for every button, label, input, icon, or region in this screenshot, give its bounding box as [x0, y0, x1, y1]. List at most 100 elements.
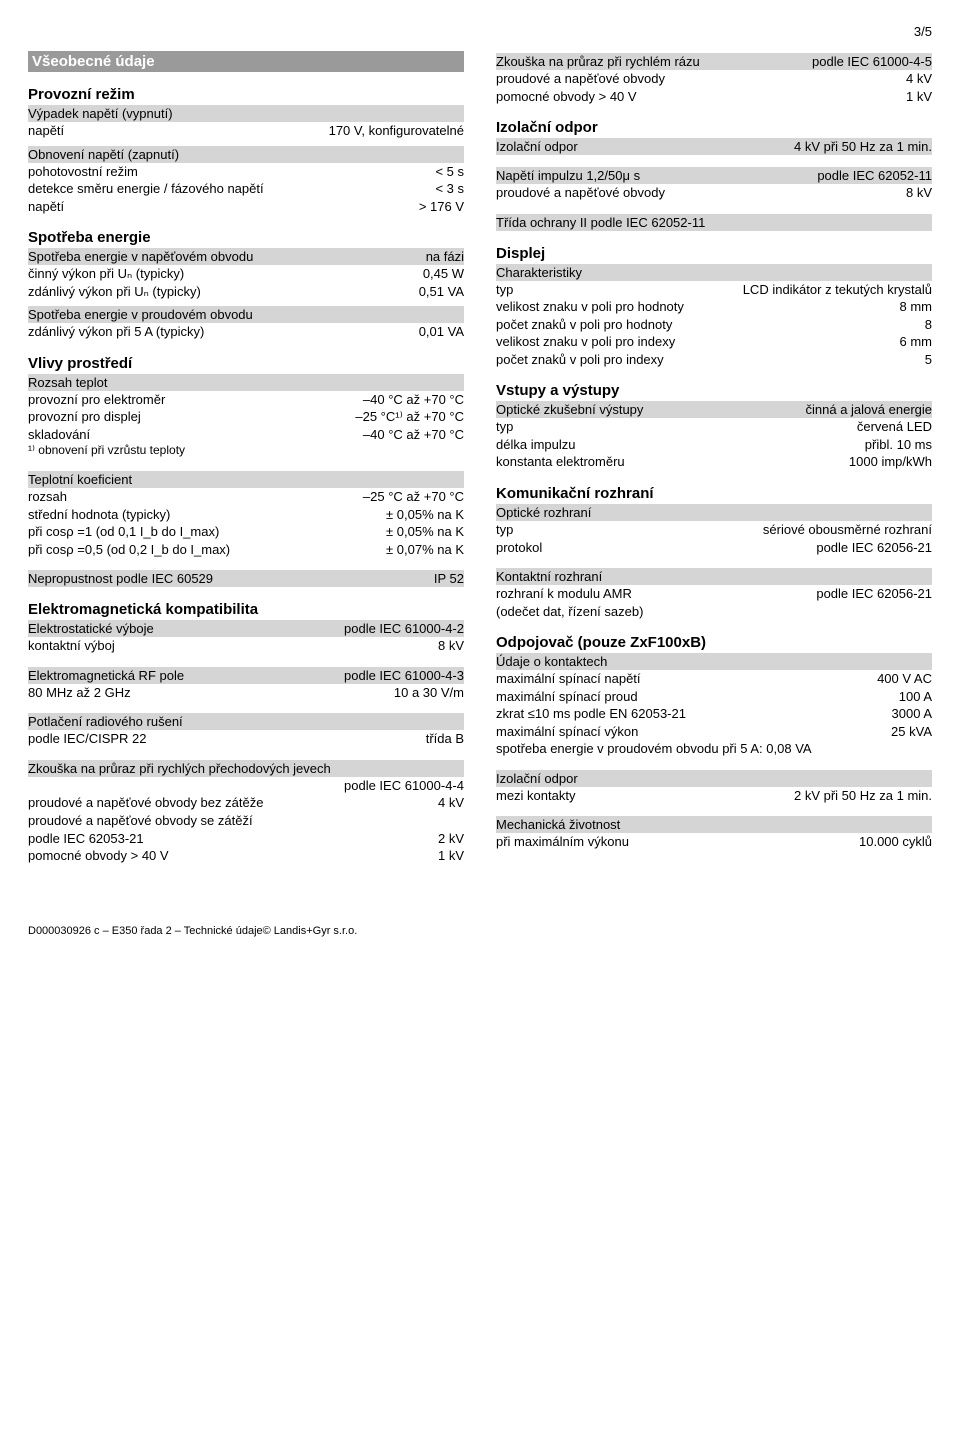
header-r: IP 52	[434, 571, 464, 586]
surge-header: Zkouška na průraz při rychlém rázu podle…	[496, 53, 932, 70]
label: proudové a napěťové obvody se zátěží	[28, 812, 464, 830]
temp-row-0: provozní pro elektroměr–40 °C až +70 °C	[28, 391, 464, 409]
label: provozní pro displej	[28, 408, 355, 426]
value: červená LED	[857, 418, 932, 436]
disc-row-1: maximální spínací proud100 A	[496, 688, 932, 706]
value: 0,51 VA	[419, 283, 464, 301]
coef-header: Teplotní koeficient	[28, 471, 464, 488]
label: maximální spínací výkon	[496, 723, 891, 741]
header-r: 4 kV při 50 Hz za 1 min.	[794, 139, 932, 154]
value: 100 A	[899, 688, 932, 706]
io-title: Vstupy a výstupy	[496, 382, 932, 399]
temp-footnote: ¹⁾ obnovení při vzrůstu teploty	[28, 443, 464, 459]
value: 400 V AC	[877, 670, 932, 688]
restore-row-2: napětí> 176 V	[28, 198, 464, 216]
value: < 5 s	[435, 163, 464, 181]
value: 10 a 30 V/m	[394, 684, 464, 702]
disc-contacts-header: Údaje o kontaktech	[496, 653, 932, 670]
value: podle IEC 62056-21	[816, 585, 932, 603]
burst-header: Zkouška na průraz při rychlých přechodov…	[28, 760, 464, 777]
coef-row-1: střední hodnota (typicky)± 0,05% na K	[28, 506, 464, 524]
ip-header: Nepropustnost podle IEC 60529 IP 52	[28, 570, 464, 587]
label	[28, 777, 344, 795]
label: proudové a napěťové obvody bez zátěže	[28, 794, 438, 812]
burst-row-1: proudové a napěťové obvody se zátěží	[28, 812, 464, 830]
label: napětí	[28, 198, 419, 216]
header-r: podle IEC 61000-4-3	[344, 668, 464, 683]
disp-row-2: počet znaků v poli pro hodnoty8	[496, 316, 932, 334]
restore-header: Obnovení napětí (zapnutí)	[28, 146, 464, 163]
value: 8 mm	[900, 298, 933, 316]
label: skladování	[28, 426, 363, 444]
comm-contact-row-1: (odečet dat, řízení sazeb)	[496, 603, 932, 621]
temp-row-1: provozní pro displej–25 °C¹⁾ až +70 °C	[28, 408, 464, 426]
rf-row-0: 80 MHz až 2 GHz10 a 30 V/m	[28, 684, 464, 702]
coef-row-2: při cosρ =1 (od 0,1 I_b do I_max)± 0,05%…	[28, 523, 464, 541]
label: typ	[496, 418, 857, 436]
restore-row-0: pohotovostní režim< 5 s	[28, 163, 464, 181]
disc-row-3: maximální spínací výkon25 kVA	[496, 723, 932, 741]
insulation-header: Izolační odpor 4 kV při 50 Hz za 1 min.	[496, 138, 932, 155]
comm-contact-header: Kontaktní rozhraní	[496, 568, 932, 585]
value: 2 kV při 50 Hz za 1 min.	[794, 787, 932, 805]
label: typ	[496, 281, 743, 299]
cc-row-0: zdánlivý výkon při 5 A (typicky)0,01 VA	[28, 323, 464, 341]
impulse-row-0: proudové a napěťové obvody8 kV	[496, 184, 932, 202]
value: 2 kV	[438, 830, 464, 848]
value: podle IEC 61000-4-4	[344, 777, 464, 795]
burst-header-r: podle IEC 61000-4-4	[28, 777, 464, 795]
consumption-voltage-header: Spotřeba energie v napěťovém obvodu na f…	[28, 248, 464, 265]
label: při cosρ =1 (od 0,1 I_b do I_max)	[28, 523, 386, 541]
comm-opt-row-1: protokolpodle IEC 62056-21	[496, 539, 932, 557]
header-l: Napětí impulzu 1,2/50μ s	[496, 168, 640, 183]
value: 1 kV	[906, 88, 932, 106]
disconnector-title: Odpojovač (pouze ZxF100xB)	[496, 634, 932, 651]
label: maximální spínací proud	[496, 688, 899, 706]
impulse-header: Napětí impulzu 1,2/50μ s podle IEC 62052…	[496, 167, 932, 184]
coef-row-3: při cosρ =0,5 (od 0,2 I_b do I_max)± 0,0…	[28, 541, 464, 559]
disc-ins-header: Izolační odpor	[496, 770, 932, 787]
value: 25 kVA	[891, 723, 932, 741]
outage-header: Výpadek napětí (vypnutí)	[28, 105, 464, 122]
label: podle IEC/CISPR 22	[28, 730, 426, 748]
env-title: Vlivy prostředí	[28, 355, 464, 372]
label: 80 MHz až 2 GHz	[28, 684, 394, 702]
cv-row-1: zdánlivý výkon při Uₙ (typicky)0,51 VA	[28, 283, 464, 301]
value: 0,01 VA	[419, 323, 464, 341]
header-r: podle IEC 61000-4-2	[344, 621, 464, 636]
comm-opt-row-0: typsériové obousměrné rozhraní	[496, 521, 932, 539]
label: spotřeba energie v proudovém obvodu při …	[496, 740, 932, 758]
label: pomocné obvody > 40 V	[28, 847, 438, 865]
label: rozsah	[28, 488, 363, 506]
burst-row-0: proudové a napěťové obvody bez zátěže4 k…	[28, 794, 464, 812]
label: kontaktní výboj	[28, 637, 438, 655]
header-l: Nepropustnost podle IEC 60529	[28, 571, 213, 586]
value: 170 V, konfigurovatelné	[329, 122, 464, 140]
value: > 176 V	[419, 198, 464, 216]
esd-row-0: kontaktní výboj8 kV	[28, 637, 464, 655]
value: přibl. 10 ms	[865, 436, 932, 454]
label: mezi kontakty	[496, 787, 794, 805]
label: typ	[496, 521, 763, 539]
coef-row-0: rozsah–25 °C až +70 °C	[28, 488, 464, 506]
header-r: podle IEC 61000-4-5	[812, 54, 932, 69]
disp-row-3: velikost znaku v poli pro indexy6 mm	[496, 333, 932, 351]
burst-row-3: pomocné obvody > 40 V1 kV	[28, 847, 464, 865]
consumption-current-header: Spotřeba energie v proudovém obvodu	[28, 306, 464, 323]
value: 4 kV	[906, 70, 932, 88]
value: –40 °C až +70 °C	[363, 426, 464, 444]
label: proudové a napěťové obvody	[496, 70, 906, 88]
header-r: na fázi	[426, 249, 464, 264]
comm-opt-header: Optické rozhraní	[496, 504, 932, 521]
label: (odečet dat, řízení sazeb)	[496, 603, 932, 621]
label: napětí	[28, 122, 329, 140]
right-column: Zkouška na průraz při rychlém rázu podle…	[496, 51, 932, 865]
header-r: podle IEC 62052-11	[817, 168, 932, 183]
label: pomocné obvody > 40 V	[496, 88, 906, 106]
disp-row-4: počet znaků v poli pro indexy5	[496, 351, 932, 369]
temp-row-2: skladování–40 °C až +70 °C	[28, 426, 464, 444]
radio-row-0: podle IEC/CISPR 22třída B	[28, 730, 464, 748]
display-char-header: Charakteristiky	[496, 264, 932, 281]
temp-header: Rozsah teplot	[28, 374, 464, 391]
value: třída B	[426, 730, 464, 748]
